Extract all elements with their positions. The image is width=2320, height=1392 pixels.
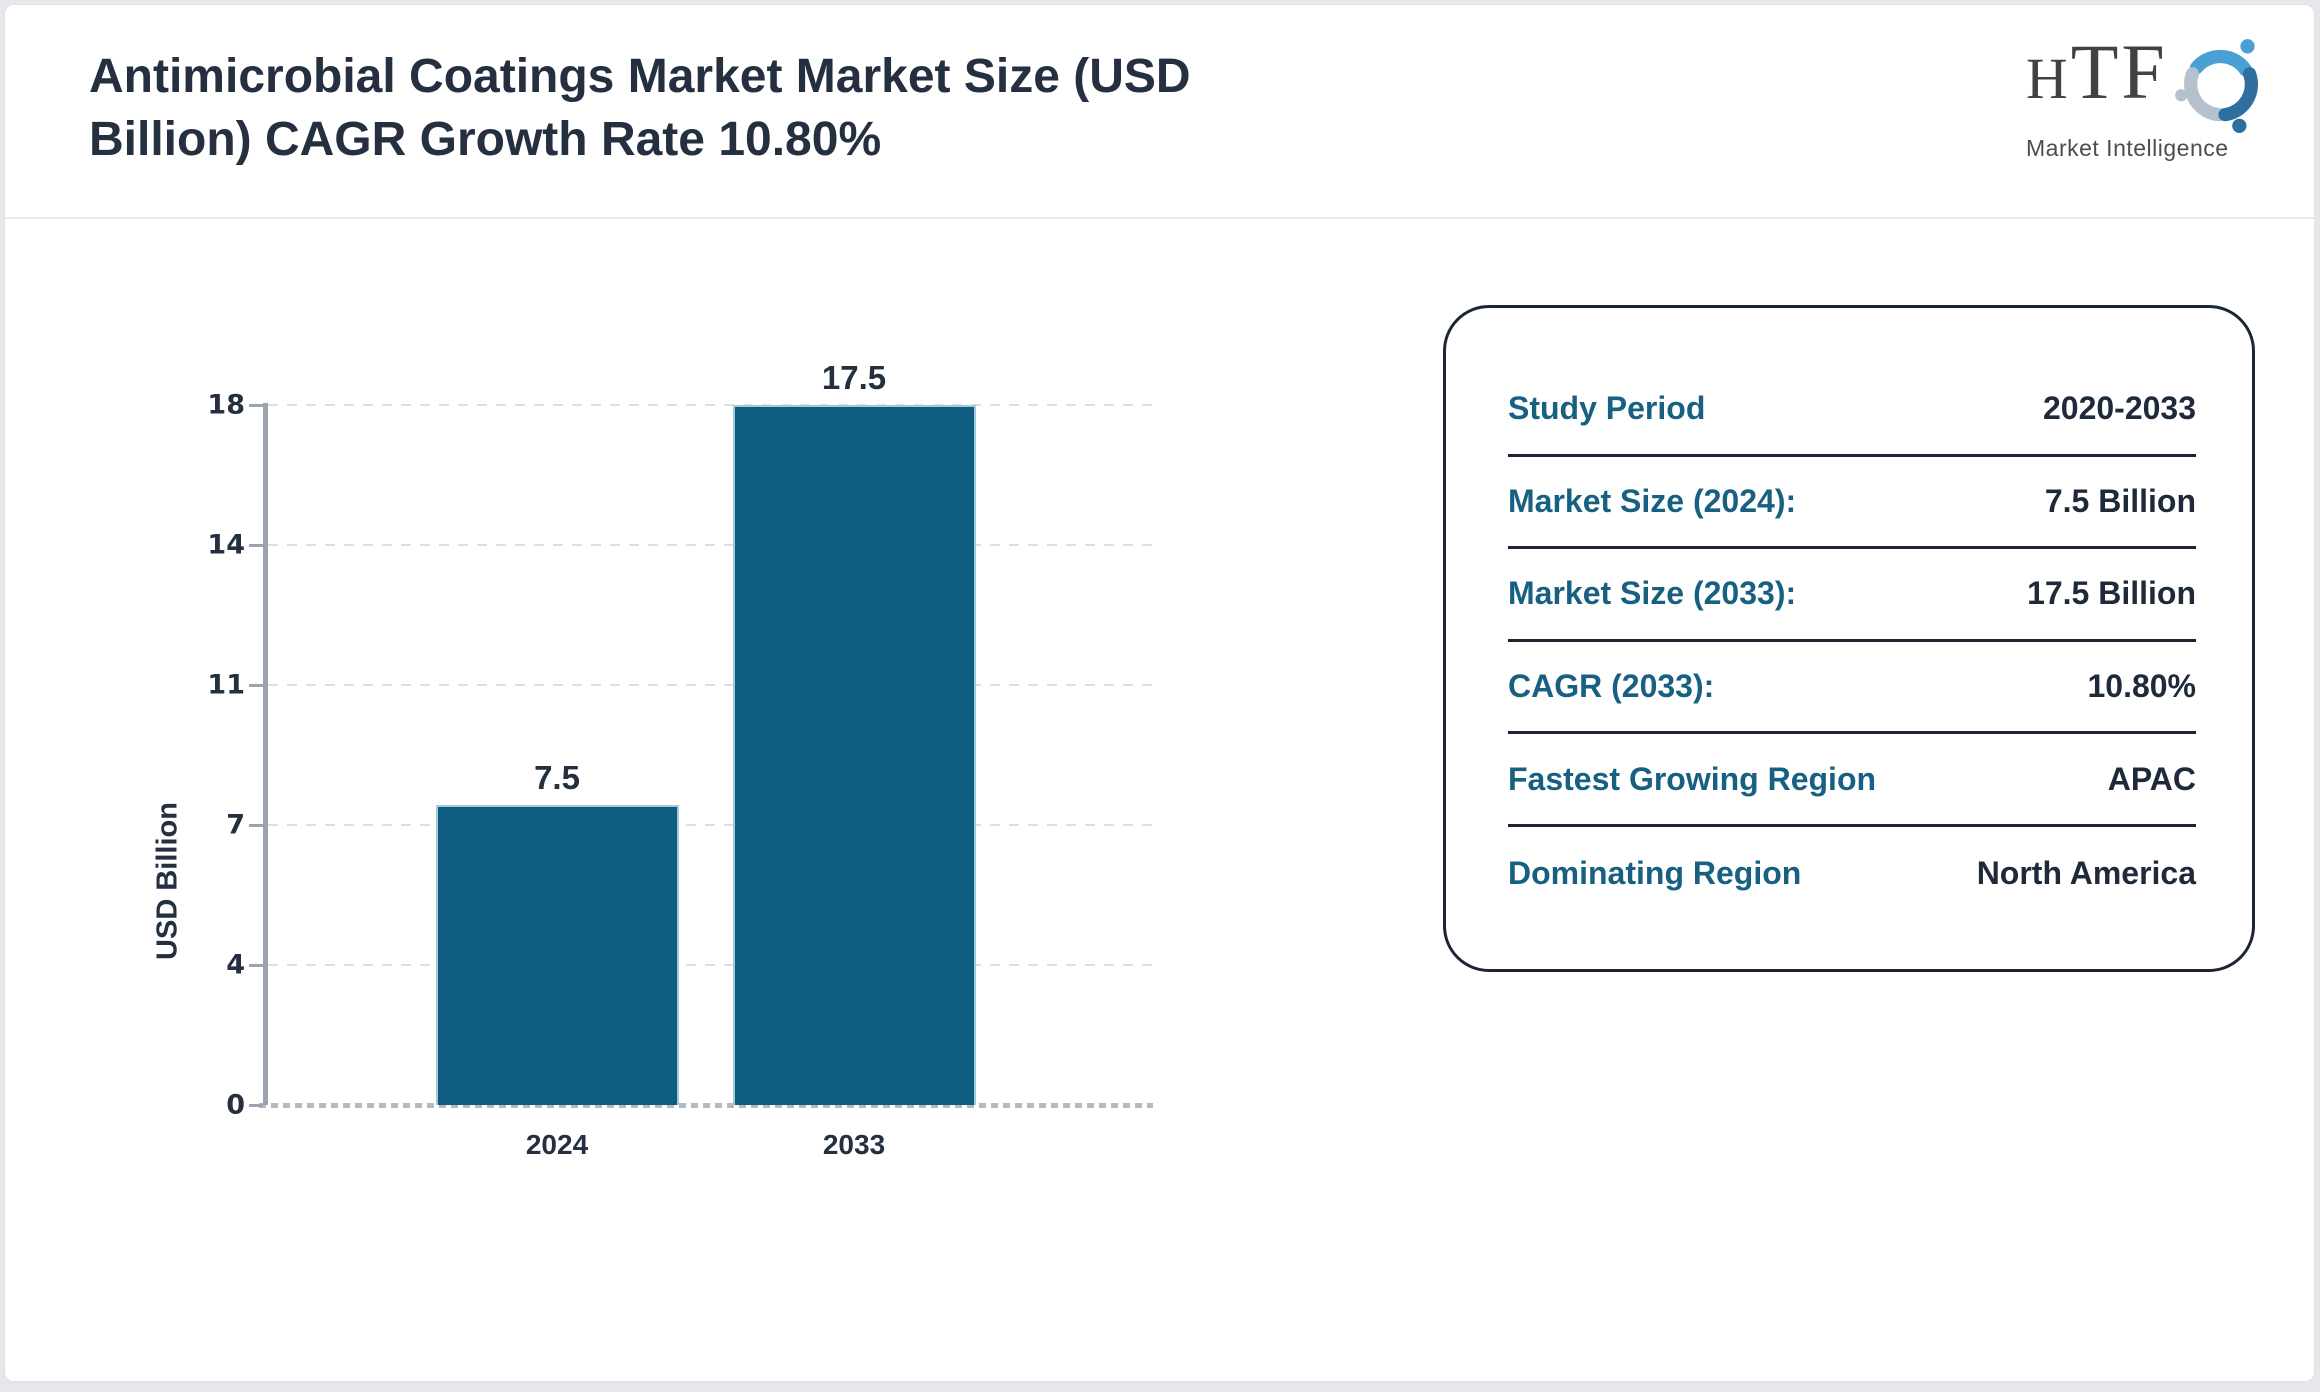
y-tick-label: 14 [207, 529, 245, 561]
bar-value-label: 17.5 [821, 359, 887, 396]
info-label: Dominating Region [1508, 854, 1802, 891]
page-title-line1: Antimicrobial Coatings Market Market Siz… [89, 50, 1191, 103]
htf-logo-swirl-icon [2174, 39, 2258, 133]
bar-chart: USD Billion 0 4 7 11 14 18 7.5 2024 17.5 2033 [5, 221, 2314, 1381]
info-row-dominating-region: Dominating Region North America [1508, 827, 2196, 920]
y-tick-label: 0 [226, 1089, 245, 1121]
y-tick-mark [249, 544, 263, 547]
htf-logo: HTF Market Intelligence [2026, 33, 2276, 162]
info-value: APAC [2107, 760, 2196, 797]
y-tick-mark [249, 824, 263, 827]
key-stats-panel: Study Period 2020-2033 Market Size (2024… [1443, 305, 2255, 972]
info-value: 10.80% [2087, 668, 2196, 705]
x-axis-baseline [259, 1103, 1153, 1108]
gridline [268, 684, 1153, 686]
y-tick-label: 11 [207, 669, 245, 701]
info-label: Market Size (2024): [1508, 482, 1797, 519]
gridline [268, 824, 1153, 826]
info-label: Study Period [1508, 390, 1706, 427]
info-row-market-size-2033: Market Size (2033): 17.5 Billion [1508, 549, 2196, 642]
page-title: Antimicrobial Coatings Market Market Siz… [89, 45, 1589, 172]
header: Antimicrobial Coatings Market Market Siz… [5, 5, 2314, 219]
info-label: Market Size (2033): [1508, 575, 1797, 612]
gridline [268, 964, 1153, 966]
info-row-cagr: CAGR (2033): 10.80% [1508, 642, 2196, 735]
gridline [268, 544, 1153, 546]
y-tick-mark [249, 964, 263, 967]
info-label: Fastest Growing Region [1508, 760, 1877, 797]
y-tick-label: 18 [207, 389, 245, 421]
info-value: 2020-2033 [2042, 390, 2196, 427]
gridline [268, 404, 1153, 406]
htf-logo-text: HTF [2026, 28, 2168, 115]
x-tick-label: 2024 [525, 1129, 589, 1160]
info-value: 7.5 Billion [2044, 482, 2196, 519]
page-title-line2: Billion) CAGR Growth Rate 10.80% [89, 113, 882, 167]
y-tick-mark [249, 1104, 263, 1107]
y-tick-label: 4 [226, 949, 245, 981]
htf-logo-row: HTF [2026, 33, 2276, 133]
report-card: Antimicrobial Coatings Market Market Siz… [4, 4, 2315, 1382]
info-label: CAGR (2033): [1508, 668, 1715, 705]
x-tick-label: 2033 [822, 1129, 886, 1160]
htf-logo-subtext: Market Intelligence [2026, 135, 2229, 161]
bar [435, 805, 679, 1105]
info-value: North America [1976, 854, 2196, 891]
y-tick-mark [249, 684, 263, 687]
info-row-market-size-2024: Market Size (2024): 7.5 Billion [1508, 457, 2196, 550]
bar [732, 405, 976, 1105]
y-tick-label: 7 [226, 809, 245, 841]
bar-value-label: 7.5 [534, 759, 580, 796]
info-row-study-period: Study Period 2020-2033 [1508, 364, 2196, 457]
info-value: 17.5 Billion [2027, 575, 2196, 612]
y-tick-mark [249, 404, 263, 407]
y-axis-line [263, 403, 268, 1105]
info-row-fastest-growing-region: Fastest Growing Region APAC [1508, 734, 2196, 827]
